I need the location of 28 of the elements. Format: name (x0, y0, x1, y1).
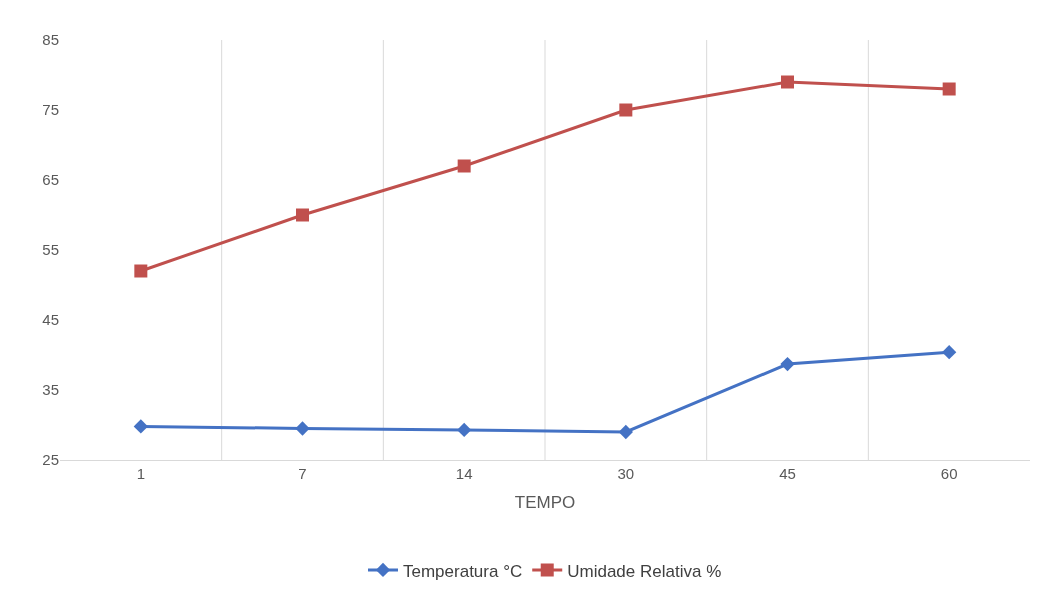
point (781, 75, 794, 89)
y-tick-label: 65 (42, 171, 59, 189)
point (296, 208, 309, 222)
y-tick-label: 45 (42, 311, 59, 329)
x-axis-title: TEMPO (514, 493, 576, 513)
legend-label: Umidade Relativa % (567, 561, 722, 581)
point (457, 422, 472, 438)
point (457, 159, 471, 173)
point (942, 345, 957, 360)
point (133, 419, 148, 434)
legend-label: Temperatura °C (403, 561, 523, 581)
x-tick-label: 45 (779, 465, 796, 482)
x-tick-label: 7 (298, 465, 307, 482)
y-tick-label: 85 (42, 31, 59, 49)
point (618, 424, 633, 440)
point (619, 103, 633, 117)
x-tick-label: 1 (136, 465, 145, 482)
x-tick-label: 14 (455, 465, 473, 482)
point (942, 82, 956, 96)
y-tick-label: 25 (42, 451, 59, 469)
x-tick-label: 30 (617, 465, 635, 482)
y-tick-label: 55 (42, 241, 59, 259)
point (295, 421, 310, 436)
y-tick-label: 75 (42, 101, 59, 119)
x-tick-label: 60 (940, 465, 958, 482)
y-tick-label: 35 (42, 381, 59, 399)
point (780, 356, 795, 372)
point (134, 264, 148, 278)
